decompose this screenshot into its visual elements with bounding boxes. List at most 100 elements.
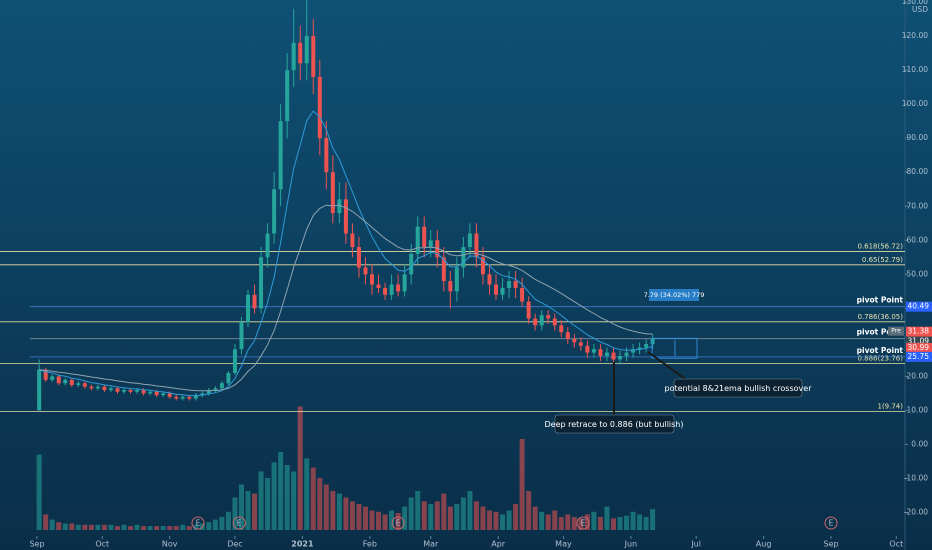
- candle: [422, 216, 427, 258]
- volume-bar: [500, 514, 506, 530]
- candle-body: [533, 318, 538, 326]
- volume-bar: [369, 510, 375, 530]
- fib-label: 1(9.74): [877, 402, 903, 410]
- volume-bar: [193, 524, 199, 530]
- volume-bar: [395, 513, 401, 530]
- x-tick-label: May: [555, 540, 572, 549]
- candle: [63, 377, 68, 386]
- volume-bar: [271, 462, 277, 530]
- candle-body: [415, 226, 420, 254]
- candle-body: [546, 315, 551, 319]
- candle: [246, 289, 251, 328]
- candle: [494, 274, 499, 300]
- earnings-label: E: [581, 519, 586, 528]
- fib-label: 0.618(56.72): [857, 242, 903, 250]
- y-tick-label: -20.00: [904, 508, 928, 517]
- candle-body: [631, 349, 636, 353]
- candle: [389, 274, 394, 300]
- volume-bar: [578, 518, 584, 530]
- volume-bar: [291, 471, 297, 530]
- candle-body: [232, 349, 237, 374]
- y-tick-label: 120.00: [902, 31, 928, 40]
- candle-body: [370, 274, 375, 285]
- volume-bar: [480, 506, 486, 530]
- volume-bar: [630, 511, 636, 530]
- candle-body: [474, 233, 479, 258]
- candle: [285, 53, 290, 139]
- candle: [578, 337, 583, 351]
- candle-body: [278, 121, 283, 190]
- candle-body: [461, 247, 466, 268]
- candle: [298, 25, 303, 81]
- candle-body: [206, 390, 211, 394]
- candle: [89, 384, 94, 391]
- earnings-label: E: [196, 519, 201, 528]
- candle: [69, 377, 74, 387]
- candle-body: [108, 388, 113, 391]
- volume-bar: [258, 471, 264, 530]
- volume-bar: [82, 524, 88, 530]
- volume-bar: [141, 526, 147, 530]
- x-tick-label: Jun: [624, 540, 638, 549]
- callout-text: potential 8&21ema bullish crossover: [665, 384, 813, 393]
- candle-body: [454, 267, 459, 292]
- candle-body: [43, 369, 48, 380]
- y-tick-label: 50.00: [907, 269, 929, 278]
- candle-body: [56, 376, 61, 384]
- candle: [304, 0, 309, 81]
- candle-body: [298, 42, 303, 64]
- y-tick-label: 130.00: [902, 0, 928, 6]
- volume-bar: [376, 511, 382, 530]
- candle-body: [259, 257, 264, 309]
- volume-bar: [69, 523, 75, 530]
- volume-bar: [297, 406, 303, 530]
- volume-bar: [650, 509, 656, 530]
- volume-bar: [415, 491, 421, 530]
- volume-bar: [402, 506, 408, 530]
- candle-body: [343, 199, 348, 234]
- candle-body: [494, 284, 499, 295]
- candle: [585, 340, 590, 358]
- volume-bar: [128, 526, 134, 530]
- candle: [180, 394, 185, 401]
- candle-body: [644, 344, 649, 348]
- callout-text: Deep retrace to 0.886 (but bullish): [545, 420, 684, 429]
- candle: [487, 264, 492, 295]
- volume-bar: [493, 511, 499, 530]
- volume-bar: [330, 491, 336, 530]
- price-tag-label: 30.99: [908, 343, 930, 352]
- candle: [219, 381, 224, 391]
- candle-body: [598, 349, 603, 357]
- candle: [311, 19, 316, 94]
- volume-bar: [154, 526, 160, 530]
- candle-body: [135, 390, 140, 392]
- volume-bar: [114, 526, 120, 530]
- candle-body: [161, 393, 166, 396]
- pre-label: Pre: [891, 328, 901, 335]
- candle: [232, 344, 237, 376]
- x-tick-label: Oct: [95, 540, 109, 549]
- callout-pointer: [647, 351, 689, 382]
- candle-body: [618, 356, 623, 360]
- volume-bar: [121, 524, 127, 530]
- volume-bar: [336, 493, 342, 530]
- volume-bar: [323, 484, 329, 530]
- volume-bar: [591, 511, 597, 530]
- y-tick-label: 0.00: [911, 439, 928, 448]
- candle: [317, 59, 322, 156]
- candle-body: [324, 138, 329, 173]
- x-tick-label: Mar: [423, 540, 439, 549]
- candle-body: [69, 379, 74, 385]
- price-tag: [906, 351, 932, 362]
- candle-body: [37, 369, 42, 411]
- currency-label: USD: [912, 5, 928, 14]
- y-tick-label: 80.00: [907, 167, 929, 176]
- y-tick-label: 60.00: [907, 235, 929, 244]
- candle-body: [193, 395, 198, 399]
- y-tick-label: 100.00: [902, 99, 928, 108]
- volume-bar: [101, 524, 107, 530]
- candle: [461, 236, 466, 278]
- candle: [565, 327, 570, 345]
- volume-bar: [238, 484, 244, 530]
- candle-body: [141, 390, 146, 394]
